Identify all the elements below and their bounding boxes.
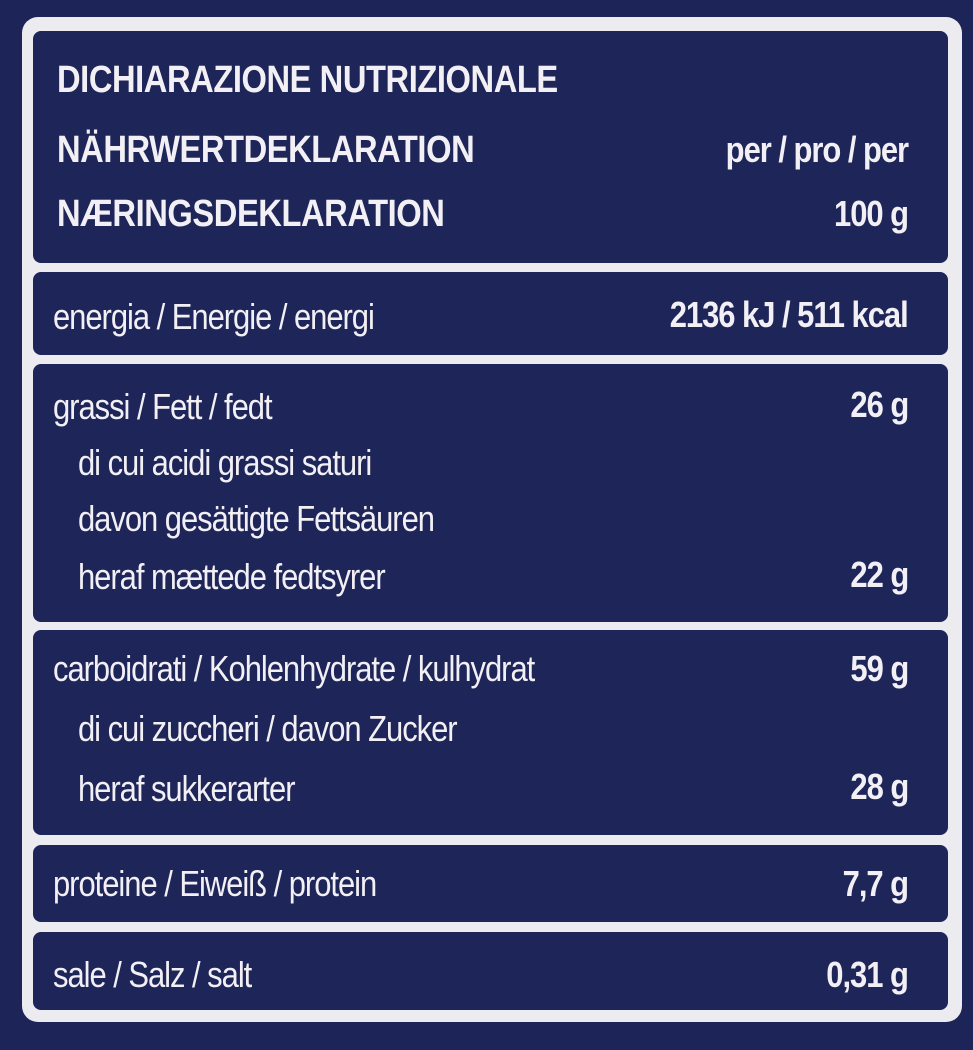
title-danish: NÆRINGSDEKLARATION bbox=[57, 193, 445, 235]
salt-label: sale / Salz / salt bbox=[53, 954, 252, 995]
title-italian: DICHIARAZIONE NUTRIZIONALE bbox=[57, 59, 558, 101]
saturated-fat-label-it: di cui acidi grassi saturi bbox=[78, 442, 372, 483]
carbohydrate-label: carboidrati / Kohlenhydrate / kulhydrat bbox=[53, 648, 535, 689]
fat-section: grassi / Fett / fedt 26 g di cui acidi g… bbox=[33, 364, 948, 622]
sugars-label-da: heraf sukkerarter bbox=[78, 768, 296, 809]
saturated-fat-value: 22 g bbox=[850, 554, 909, 595]
fat-label: grassi / Fett / fedt bbox=[53, 386, 273, 427]
fat-value: 26 g bbox=[850, 384, 909, 425]
per-amount: 100 g bbox=[833, 193, 909, 234]
energy-section: energia / Energie / energi 2136 kJ / 511… bbox=[33, 272, 948, 355]
carbohydrate-value: 59 g bbox=[850, 648, 909, 689]
sugars-value: 28 g bbox=[850, 766, 909, 807]
protein-section: proteine / Eiweiß / protein 7,7 g bbox=[33, 845, 948, 922]
salt-section: sale / Salz / salt 0,31 g bbox=[33, 932, 948, 1010]
sugars-label-itde: di cui zuccheri / davon Zucker bbox=[78, 708, 458, 749]
salt-value: 0,31 g bbox=[826, 954, 909, 995]
saturated-fat-label-de: davon gesättigte Fettsäuren bbox=[78, 498, 435, 539]
protein-value: 7,7 g bbox=[842, 863, 909, 904]
title-german: NÄHRWERTDEKLARATION bbox=[57, 129, 475, 171]
energy-value: 2136 kJ / 511 kcal bbox=[670, 294, 909, 335]
saturated-fat-label-da: heraf mættede fedtsyrer bbox=[78, 556, 386, 597]
per-label: per / pro / per bbox=[725, 129, 909, 170]
energy-label: energia / Energie / energi bbox=[53, 296, 375, 337]
carbohydrate-section: carboidrati / Kohlenhydrate / kulhydrat … bbox=[33, 630, 948, 835]
header-section: DICHIARAZIONE NUTRIZIONALE NÄHRWERTDEKLA… bbox=[33, 31, 948, 263]
protein-label: proteine / Eiweiß / protein bbox=[53, 863, 377, 904]
